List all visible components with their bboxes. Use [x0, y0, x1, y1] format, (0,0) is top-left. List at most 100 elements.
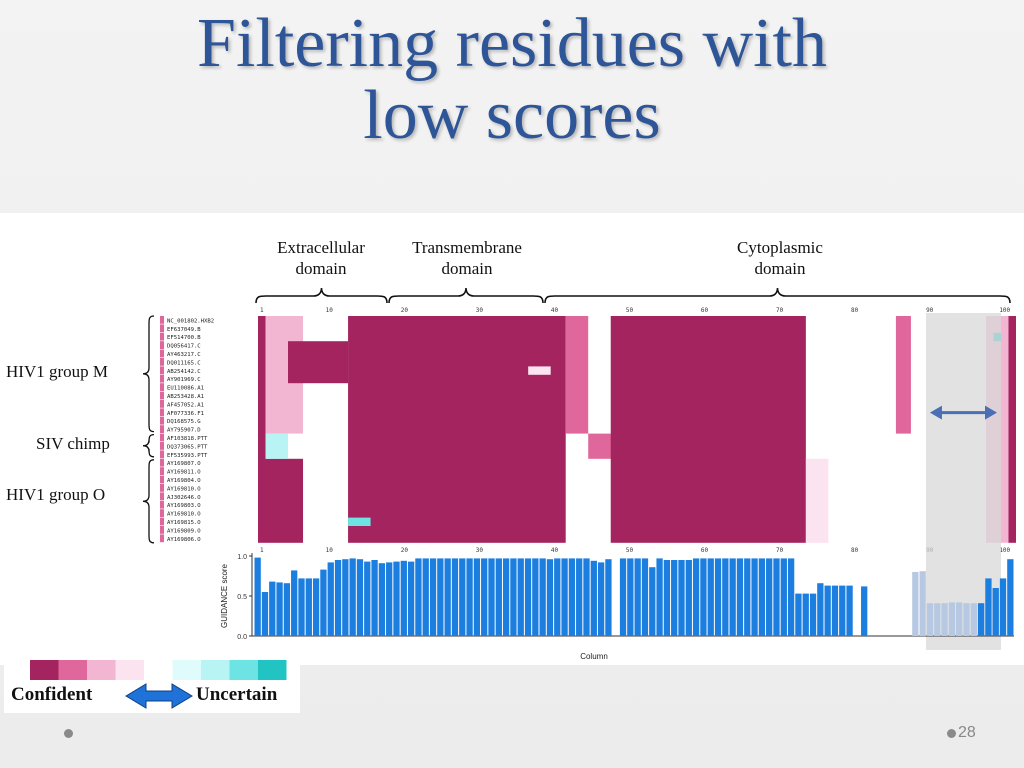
page-number: 28 [958, 724, 976, 741]
sequence-name: EF637049.B [167, 327, 201, 333]
sequence-color-marker [160, 517, 164, 526]
guidance-bar [305, 578, 312, 636]
sequence-name: AF103818.PTT [167, 436, 208, 442]
title-line-2: low scores [363, 77, 661, 154]
guidance-bar [685, 560, 692, 636]
legend-color-swatch [58, 660, 87, 680]
guidance-bar [831, 585, 839, 636]
footer-dot-right [947, 729, 956, 738]
legend-double-arrow [125, 683, 193, 709]
ruler-bottom-tick: 80 [851, 547, 859, 554]
domain-extracellular-label: Extracellular domain [258, 237, 384, 279]
sequence-color-marker [160, 324, 164, 333]
guidance-bar [386, 562, 393, 636]
guidance-bar [437, 558, 444, 636]
guidance-bar [707, 558, 714, 636]
guidance-bar [802, 593, 809, 636]
guidance-bar [817, 583, 824, 636]
legend-color-swatch [87, 660, 116, 680]
alignment-block-light-cell [528, 366, 551, 375]
sequence-color-marker [160, 450, 164, 459]
guidance-bar [320, 569, 327, 636]
guidance-bar [561, 558, 568, 636]
ruler-top-tick: 90 [926, 307, 934, 314]
guidance-bar [649, 567, 656, 636]
sequence-color-marker [160, 442, 164, 450]
sequence-name: AY169807.O [167, 461, 201, 467]
guidance-bar [342, 559, 349, 636]
alignment-block-uncertain-siv [265, 433, 289, 459]
sequence-name: EF535993.PTT [167, 453, 208, 459]
guidance-bar [495, 558, 502, 636]
guidance-bar [729, 558, 736, 636]
sequence-color-marker [160, 341, 164, 349]
guidance-bar [327, 562, 334, 636]
guidance-bar [992, 588, 999, 636]
sequence-name: AY169809.O [167, 528, 201, 534]
guidance-bar [619, 558, 627, 636]
sequence-name: NC_001802.HXB2 [167, 318, 214, 324]
group-hiv1-m-label: HIV1 group M [6, 362, 108, 381]
guidance-bar [546, 559, 554, 636]
filter-arrow-right-head [984, 405, 997, 420]
guidance-bar [590, 560, 597, 636]
brace-extracellular [255, 287, 388, 304]
guidance-bar [473, 558, 481, 636]
guidance-bar [517, 558, 524, 636]
alignment-block-cyto-start [565, 316, 589, 434]
sequence-name: AY169806.O [167, 537, 201, 543]
sequence-name: AY169811.O [167, 470, 201, 476]
alignment-block-col1 [258, 316, 266, 543]
chart-y-tick-label: 0.0 [237, 634, 247, 641]
guidance-bar [824, 585, 831, 636]
group-siv-chimp-label: SIV chimp [36, 434, 110, 453]
ruler-bottom-tick: 60 [701, 547, 709, 554]
guidance-bar [349, 558, 356, 636]
guidance-bar [502, 558, 510, 636]
ruler-top-tick: 10 [326, 307, 334, 314]
sequence-name: DQ373065.PTT [167, 444, 208, 450]
legend-color-swatch [258, 660, 287, 680]
guidance-bar [809, 593, 817, 636]
sequence-name: DQ168575.G [167, 419, 201, 425]
brace-transmembrane [388, 287, 544, 304]
guidance-bar [634, 558, 641, 636]
guidance-bar [758, 558, 766, 636]
chart-x-axis-label: Column [580, 652, 608, 661]
bracket-hiv1-o [142, 459, 155, 544]
guidance-bar [371, 560, 378, 636]
guidance-bar [934, 603, 941, 636]
legend-color-swatch [115, 660, 144, 680]
sequence-name: AB253428.A1 [167, 394, 204, 400]
guidance-bar [985, 578, 992, 636]
guidance-bar [692, 558, 700, 636]
guidance-bar [269, 581, 276, 636]
guidance-bar [722, 558, 729, 636]
sequence-name: AY169815.O [167, 520, 201, 526]
bracket-hiv1-m [142, 315, 155, 433]
ruler-top-tick: 20 [401, 307, 409, 314]
legend-confident-label: Confident [11, 684, 93, 705]
guidance-bar [524, 558, 532, 636]
brace-cytoplasmic [544, 287, 1011, 304]
guidance-bar [605, 559, 612, 636]
guidance-bar [956, 602, 963, 636]
group-hiv1-o-label: HIV1 group O [6, 485, 106, 504]
domain-cytoplasmic-line1: Cytoplasmic [737, 238, 823, 257]
alignment-block-last-col [1008, 316, 1016, 543]
sequence-color-marker [160, 433, 164, 442]
title-line-1: Filtering residues with [197, 5, 827, 82]
guidance-bar [597, 562, 605, 636]
alignment-block-uncertain-row [348, 517, 371, 526]
ruler-top-tick: 30 [476, 307, 484, 314]
sequence-color-marker [160, 358, 164, 366]
sequence-color-marker [160, 492, 164, 501]
guidance-bar [787, 558, 795, 636]
sequence-color-marker [160, 458, 164, 467]
alignment-block-cyto-late [895, 316, 911, 434]
guidance-bar [283, 583, 291, 636]
guidance-bar [378, 563, 386, 636]
guidance-bar [254, 557, 261, 636]
ruler-bottom-tick: 30 [476, 547, 484, 554]
guidance-bar [671, 560, 678, 636]
